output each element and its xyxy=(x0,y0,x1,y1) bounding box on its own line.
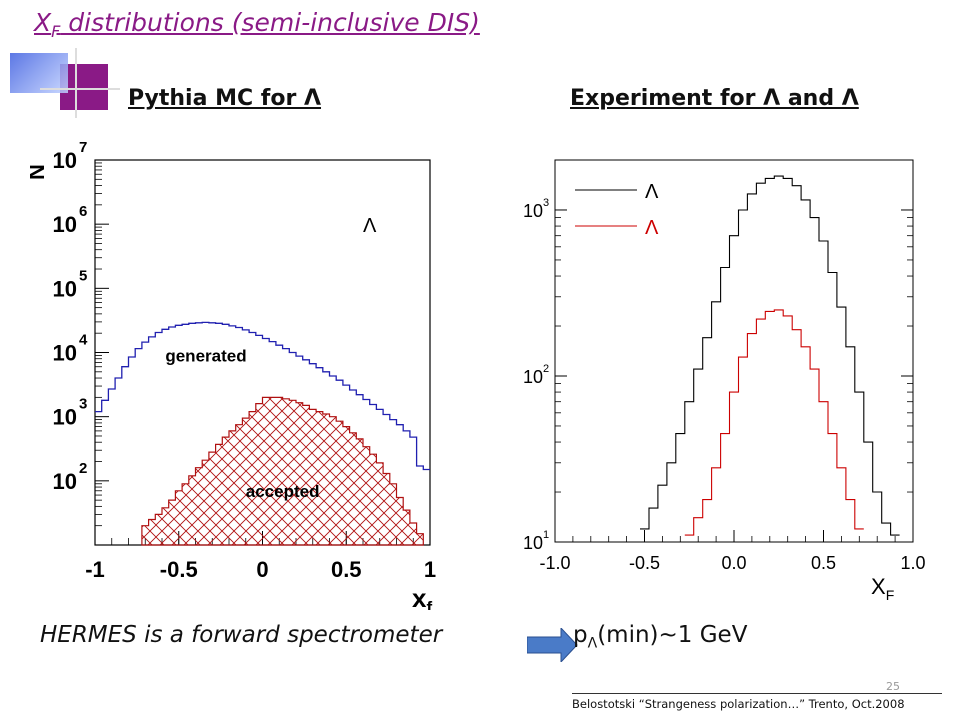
particle-label: Λ xyxy=(363,215,377,237)
series-lambda xyxy=(640,175,900,536)
y-tick-exponent: 2 xyxy=(543,363,549,375)
x-axis-label-sub: F xyxy=(886,587,895,603)
y-tick-label: 10 xyxy=(523,533,543,553)
plot-frame xyxy=(554,159,914,543)
legend-label-lambda: Λ xyxy=(645,181,659,203)
y-tick-label: 10 xyxy=(53,469,77,494)
left-panel-title: Pythia MC for Λ xyxy=(128,86,322,111)
x-tick-label: 0.5 xyxy=(331,557,362,582)
y-tick-label: 10 xyxy=(523,367,543,387)
x-tick-label: 1.0 xyxy=(900,553,925,573)
y-tick-label: 10 xyxy=(53,341,77,366)
y-axis-label: N xyxy=(30,164,49,180)
series-generated xyxy=(95,321,430,471)
accepted-label: accepted xyxy=(246,482,320,501)
x-axis-label: xf xyxy=(412,583,432,610)
y-tick-label: 10 xyxy=(53,405,77,430)
y-tick-label: 10 xyxy=(523,201,543,221)
y-tick-label: 10 xyxy=(53,148,77,173)
decorative-squares xyxy=(10,48,120,118)
x-tick-label: -0.5 xyxy=(629,553,660,573)
x-tick-label: 1 xyxy=(424,557,436,582)
y-tick-exponent: 1 xyxy=(543,529,549,541)
footer-citation: Belostotski “Strangeness polarization…” … xyxy=(572,697,905,711)
y-tick-exponent: 2 xyxy=(79,460,87,477)
x-tick-label: -1.0 xyxy=(539,553,570,573)
y-tick-exponent: 3 xyxy=(79,396,87,413)
x-axis-label-main: x xyxy=(412,583,427,610)
x-tick-label: 0 xyxy=(256,557,268,582)
x-axis-label: XF xyxy=(871,574,894,603)
footer-divider xyxy=(572,693,942,694)
x-tick-label: -0.5 xyxy=(160,557,198,582)
y-tick-exponent: 5 xyxy=(79,267,87,284)
bottom-note: HERMES is a forward spectrometer xyxy=(40,622,443,648)
slide-title: XF distributions (semi-inclusive DIS) xyxy=(34,8,480,41)
series-antilambda xyxy=(684,309,864,536)
arrow-icon xyxy=(527,628,578,662)
y-tick-exponent: 4 xyxy=(79,332,88,349)
series-accepted xyxy=(141,396,424,546)
x-axis-label-sub: f xyxy=(426,598,432,610)
right-panel-title: Experiment for Λ and Λ xyxy=(570,86,859,111)
pmin-note: pΛ(min)~1 GeV xyxy=(573,622,748,652)
legend-label-antilambda: Λ xyxy=(645,217,659,239)
y-tick-label: 10 xyxy=(53,212,77,237)
y-tick-exponent: 7 xyxy=(79,139,87,156)
y-tick-label: 10 xyxy=(53,276,77,301)
x-tick-label: 0.5 xyxy=(811,553,836,573)
x-tick-label: 0.0 xyxy=(721,553,746,573)
page-number: 25 xyxy=(886,680,900,693)
generated-label: generated xyxy=(165,346,246,365)
y-tick-exponent: 6 xyxy=(79,203,87,220)
y-tick-exponent: 3 xyxy=(543,197,549,209)
x-axis-label-main: X xyxy=(871,574,886,599)
x-tick-label: -1 xyxy=(85,557,105,582)
